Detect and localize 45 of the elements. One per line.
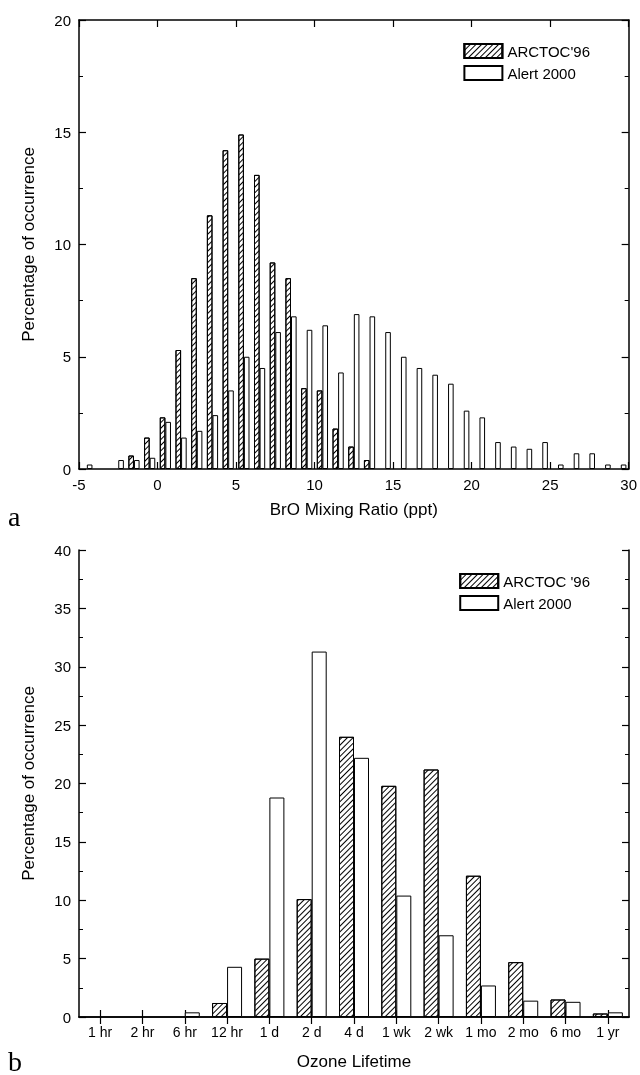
y-axis-title: Percentage of occurrence bbox=[19, 147, 38, 342]
y-tick-label: 10 bbox=[54, 891, 71, 909]
x-tick-label: 30 bbox=[620, 476, 637, 493]
x-tick-label: 15 bbox=[384, 476, 402, 493]
x-tick-label: 1 hr bbox=[88, 1024, 113, 1040]
y-tick-label: 15 bbox=[54, 123, 71, 141]
y-axis-title: Percentage of occurrence bbox=[19, 686, 38, 881]
text: b bbox=[8, 1045, 22, 1075]
y-tick-label: 0 bbox=[62, 460, 71, 478]
x-tick-label: -5 bbox=[72, 476, 86, 493]
y-tick-label: 25 bbox=[54, 716, 71, 734]
legend-label: Alert 2000 bbox=[507, 64, 576, 82]
y-tick-label: 20 bbox=[54, 775, 71, 792]
legend-label: ARCTOC'96 bbox=[507, 42, 591, 60]
x-axis-title: Ozone Lifetime bbox=[296, 1052, 412, 1071]
y-tick-label: 10 bbox=[54, 236, 71, 253]
legend-label: ARCTOC '96 bbox=[503, 572, 590, 590]
x-tick-label: 4 d bbox=[344, 1024, 364, 1040]
x-tick-label: 12 hr bbox=[211, 1024, 244, 1040]
x-tick-label: 1 wk bbox=[381, 1024, 412, 1040]
x-tick-label: 2 d bbox=[301, 1024, 322, 1040]
y-tick-label: 35 bbox=[54, 599, 71, 617]
y-tick-label: 5 bbox=[62, 950, 71, 968]
y-tick-label: 40 bbox=[54, 541, 71, 559]
x-tick-label: 6 mo bbox=[549, 1024, 582, 1040]
x-tick-label: 5 bbox=[231, 476, 241, 493]
x-tick-label: 0 bbox=[153, 476, 162, 493]
x-tick-label: 2 hr bbox=[130, 1024, 155, 1040]
x-tick-label: 6 hr bbox=[172, 1024, 198, 1040]
x-tick-label: 10 bbox=[306, 476, 323, 493]
x-tick-label: 2 mo bbox=[507, 1024, 540, 1040]
x-tick-label: 1 yr bbox=[596, 1024, 620, 1040]
x-tick-label: 25 bbox=[541, 476, 559, 493]
y-tick-label: 15 bbox=[54, 833, 71, 851]
y-tick-label: 0 bbox=[62, 1008, 71, 1026]
y-tick-label: 30 bbox=[54, 658, 71, 676]
x-tick-label: 20 bbox=[463, 476, 480, 493]
legend-label: Alert 2000 bbox=[503, 594, 572, 612]
y-tick-label: 20 bbox=[54, 11, 71, 29]
text: a bbox=[8, 500, 21, 532]
y-tick-label: 5 bbox=[62, 348, 71, 366]
x-tick-label: 1 mo bbox=[465, 1024, 497, 1040]
x-tick-label: 2 wk bbox=[424, 1024, 454, 1040]
x-tick-label: 1 d bbox=[259, 1024, 280, 1040]
x-axis-title: BrO Mixing Ratio (ppt) bbox=[269, 500, 438, 519]
